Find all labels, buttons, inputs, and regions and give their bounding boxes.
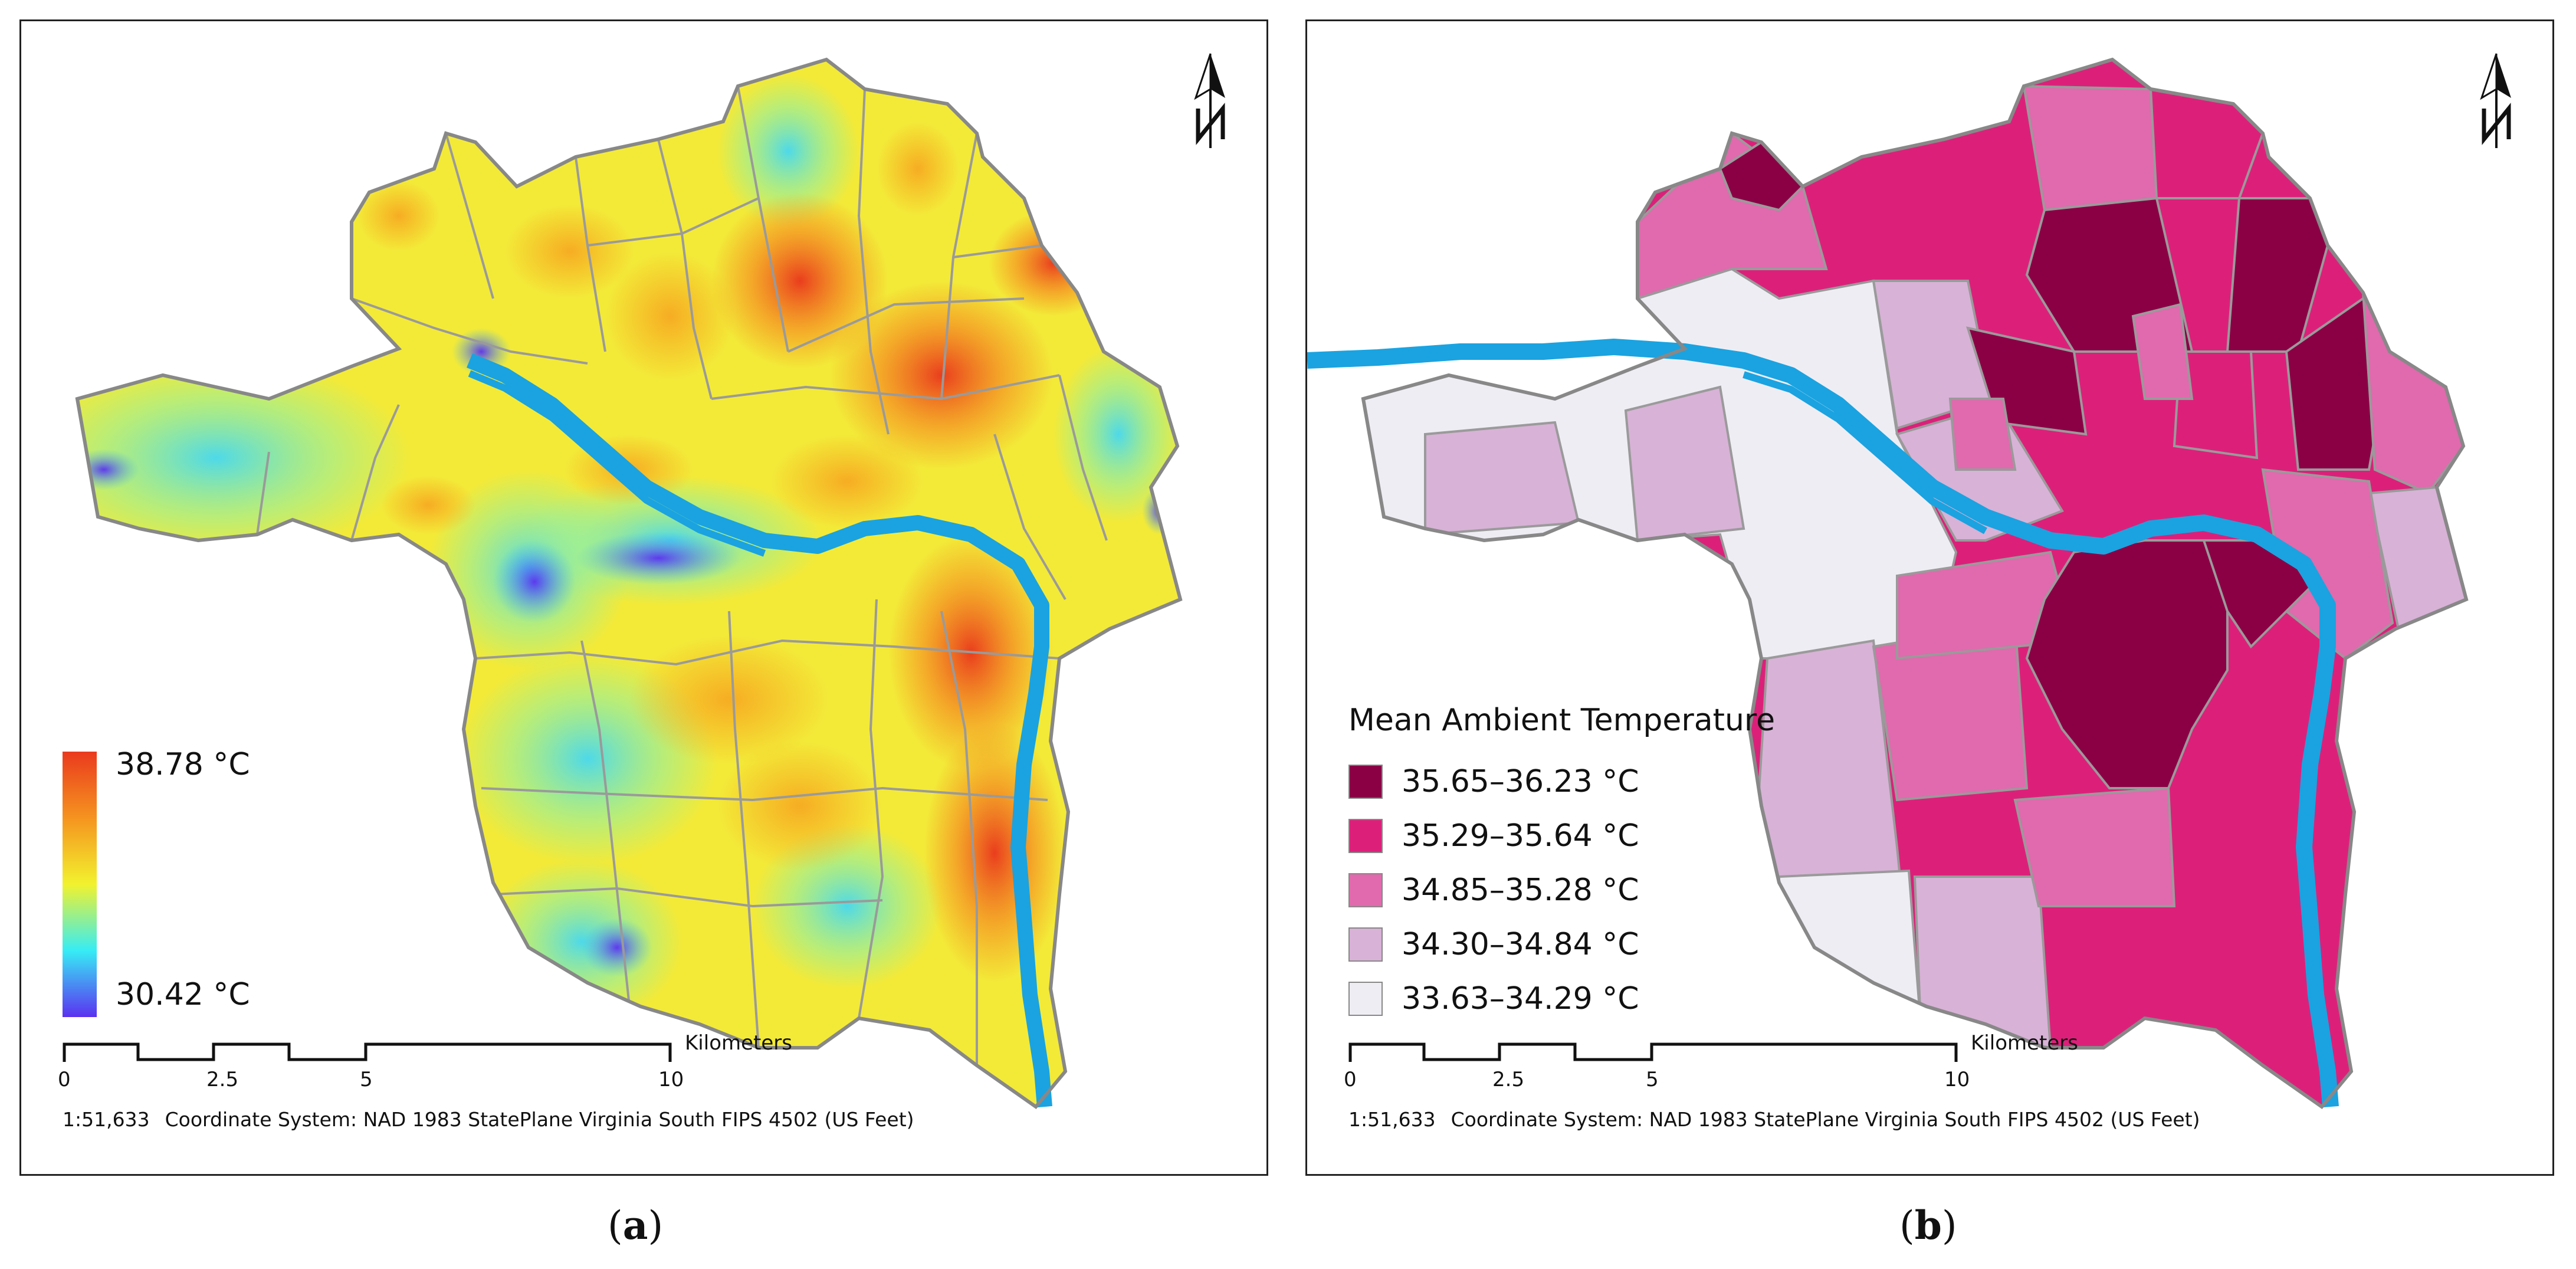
legend-class-label: 33.63–34.29 °C (1402, 981, 1639, 1016)
scale-bar-graphic (1348, 1042, 1958, 1062)
legend-swatch (1348, 927, 1383, 962)
scale-ratio: 1:51,633 (63, 1108, 150, 1131)
caption-a: (a) (608, 1202, 664, 1248)
legend-min-label: 30.42 °C (116, 977, 250, 1012)
scale-tick-0: 0 (58, 1068, 71, 1091)
scale-bar: 0 2.5 5 10 Kilometers 1:51,633 Coordinate… (1344, 1031, 2233, 1150)
scale-tick-0: 0 (1344, 1068, 1357, 1091)
caption-b-label: b (1914, 1202, 1942, 1248)
legend-max-label: 38.78 °C (116, 747, 250, 782)
scale-unit-label: Kilometers (685, 1031, 792, 1055)
legend-class-label: 34.30–34.84 °C (1402, 927, 1639, 962)
map-metadata: 1:51,633 Coordinate System: NAD 1983 Stat… (1348, 1108, 2216, 1131)
legend-class-row: 34.85–35.28 °C (1348, 863, 1775, 917)
map-metadata: 1:51,633 Coordinate System: NAD 1983 Stat… (63, 1108, 930, 1131)
legend-class-row: 35.65–36.23 °C (1348, 755, 1775, 809)
legend-class-row: 33.63–34.29 °C (1348, 972, 1775, 1026)
legend-swatch (1348, 819, 1383, 853)
legend-title: Mean Ambient Temperature (1348, 703, 1776, 738)
map-panel-a: 38.78 °C 30.42 °C 0 2.5 5 10 Kilometers … (19, 19, 1268, 1176)
legend-class-label: 35.29–35.64 °C (1402, 818, 1639, 854)
coordinate-system: Coordinate System: NAD 1983 StatePlane V… (165, 1108, 914, 1131)
scale-tick-2-5: 2.5 (206, 1068, 239, 1091)
coordinate-system: Coordinate System: NAD 1983 StatePlane V… (1451, 1108, 2200, 1131)
scale-bar-graphic (63, 1042, 672, 1062)
river (467, 353, 1052, 1108)
caption-a-label: a (622, 1202, 648, 1248)
scale-tick-2-5: 2.5 (1492, 1068, 1525, 1091)
river (1307, 339, 2339, 1108)
legend-swatch (1348, 765, 1383, 799)
choropleth-map (1307, 21, 2554, 1176)
color-ramp-bar (63, 752, 97, 1017)
caption-b: (b) (1899, 1202, 1957, 1248)
neighborhood-boundaries (256, 86, 1108, 1065)
north-arrow-icon (1194, 53, 1225, 148)
scale-tick-10: 10 (658, 1068, 684, 1091)
scale-ratio: 1:51,633 (1348, 1108, 1436, 1131)
scale-bar: 0 2.5 5 10 Kilometers 1:51,633 Coordinate… (58, 1031, 947, 1150)
north-arrow-icon (2480, 53, 2511, 148)
scale-tick-5: 5 (360, 1068, 373, 1091)
legend-swatch (1348, 982, 1383, 1016)
heat-raster-map (21, 21, 1268, 1176)
classified-legend: Mean Ambient Temperature 35.65–36.23 °C 3… (1348, 703, 1775, 1026)
legend-class-row: 34.30–34.84 °C (1348, 917, 1775, 972)
legend-class-row: 35.29–35.64 °C (1348, 809, 1775, 863)
scale-tick-5: 5 (1646, 1068, 1659, 1091)
legend-class-label: 35.65–36.23 °C (1402, 764, 1639, 799)
scale-tick-10: 10 (1944, 1068, 1970, 1091)
scale-unit-label: Kilometers (1971, 1031, 2078, 1055)
legend-swatch (1348, 873, 1383, 907)
legend-class-label: 34.85–35.28 °C (1402, 873, 1639, 908)
map-panel-b: Mean Ambient Temperature 35.65–36.23 °C 3… (1305, 19, 2554, 1176)
legend-classes: 35.65–36.23 °C 35.29–35.64 °C 34.85–35.28 … (1348, 755, 1775, 1026)
